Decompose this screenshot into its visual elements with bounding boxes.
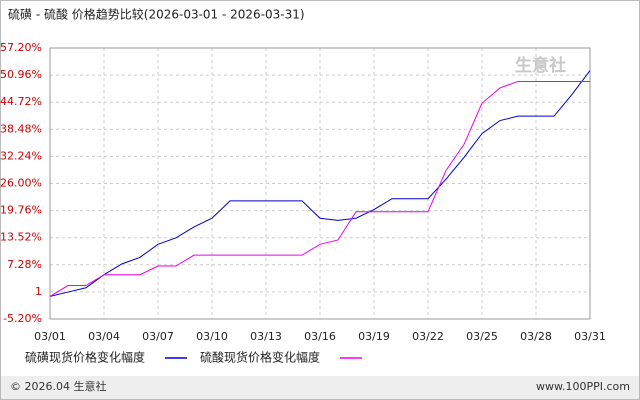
x-tick-label: 03/10 — [196, 330, 228, 343]
y-tick-label: 19.76% — [0, 204, 42, 217]
y-tick-label: 13.52% — [0, 231, 42, 244]
footer-right: www.100PPI.com — [536, 380, 630, 393]
y-tick-label: 1 — [35, 285, 42, 298]
x-tick-label: 03/25 — [466, 330, 498, 343]
y-tick-label: 26.00% — [0, 177, 42, 190]
legend-label: 硫酸现货价格变化幅度 — [200, 350, 320, 365]
chart-title: 硫磺 - 硫酸 价格趋势比较(2026-03-01 - 2026-03-31) — [8, 7, 305, 22]
series-line — [49, 80, 590, 297]
plot-border — [49, 47, 591, 320]
footer-left: © 2026.04 生意社 — [10, 379, 106, 393]
y-tick-label: 50.96% — [0, 68, 42, 81]
y-tick-label: 57.20% — [0, 41, 42, 54]
y-tick-label: 7.28% — [7, 258, 42, 271]
x-tick-label: 03/16 — [304, 330, 336, 343]
x-tick-label: 03/13 — [250, 330, 282, 343]
x-tick-label: 03/22 — [412, 330, 444, 343]
x-tick-label: 03/28 — [520, 330, 552, 343]
y-tick-label: 38.48% — [0, 122, 42, 135]
series-line — [49, 70, 591, 297]
x-tick-label: 03/19 — [358, 330, 390, 343]
footer-bar — [1, 376, 639, 399]
y-tick-label: 32.24% — [0, 149, 42, 162]
x-tick-label: 03/01 — [34, 330, 66, 343]
y-tick-label: 44.72% — [0, 95, 42, 108]
x-tick-label: 03/04 — [88, 330, 120, 343]
watermark: 生意社 — [515, 55, 566, 76]
legend-label: 硫磺现货价格变化幅度 — [25, 350, 145, 365]
y-tick-label: -5.20% — [3, 312, 42, 325]
x-tick-label: 03/07 — [142, 330, 174, 343]
x-tick-label: 03/31 — [574, 330, 606, 343]
